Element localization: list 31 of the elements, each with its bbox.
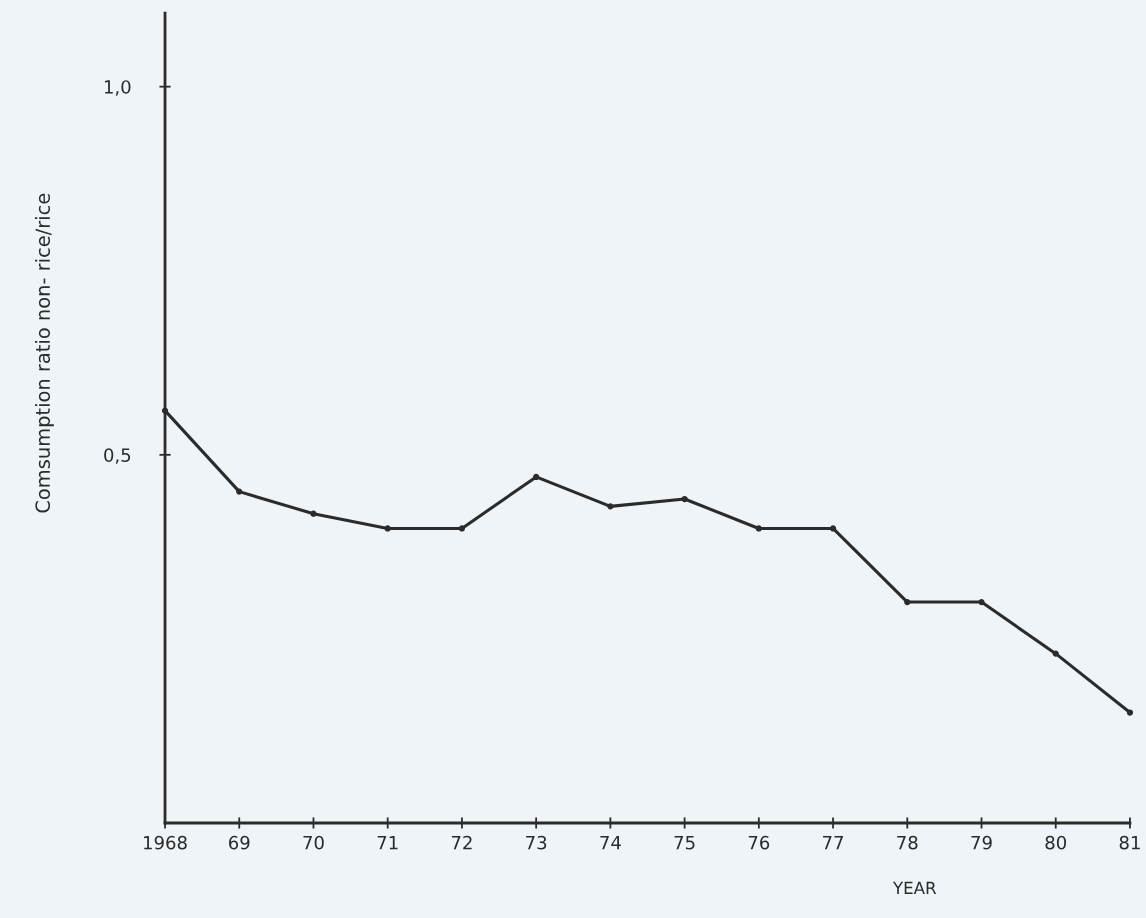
point [533, 473, 540, 481]
point [310, 510, 317, 517]
point [755, 525, 762, 532]
x-tick-label: 73 [526, 835, 547, 850]
point [829, 525, 837, 532]
x-tick-label: 77 [823, 836, 843, 850]
x-tick-label: 1968 [144, 835, 187, 850]
x-tick-label: 72 [451, 835, 472, 850]
x-tick-label: 79 [971, 835, 992, 850]
y-axis-title: Comsumption ratio non- rice/rice [35, 193, 54, 513]
point [607, 503, 614, 510]
point [904, 598, 911, 606]
x-tick-label: 71 [377, 836, 398, 850]
point [681, 495, 688, 503]
x-tick-label: 70 [303, 835, 324, 850]
x-axis-title: YEAR [892, 881, 937, 894]
point [384, 525, 391, 532]
x-tick-label: 81 [1119, 835, 1140, 850]
point [978, 598, 985, 606]
y-tick-label: 0,5 [104, 448, 131, 464]
x-tick-label: 69 [229, 835, 250, 850]
point [1126, 709, 1134, 716]
y-tick-label: 1,0 [104, 80, 131, 96]
x-tick-label: 75 [674, 836, 695, 850]
point [1052, 650, 1059, 657]
x-tick-label: 80 [1045, 835, 1067, 850]
x-tick-label: 78 [897, 835, 918, 850]
x-tick-label: 76 [748, 835, 770, 850]
point [236, 488, 243, 495]
point [458, 525, 466, 532]
x-tick-label: 74 [600, 836, 621, 850]
